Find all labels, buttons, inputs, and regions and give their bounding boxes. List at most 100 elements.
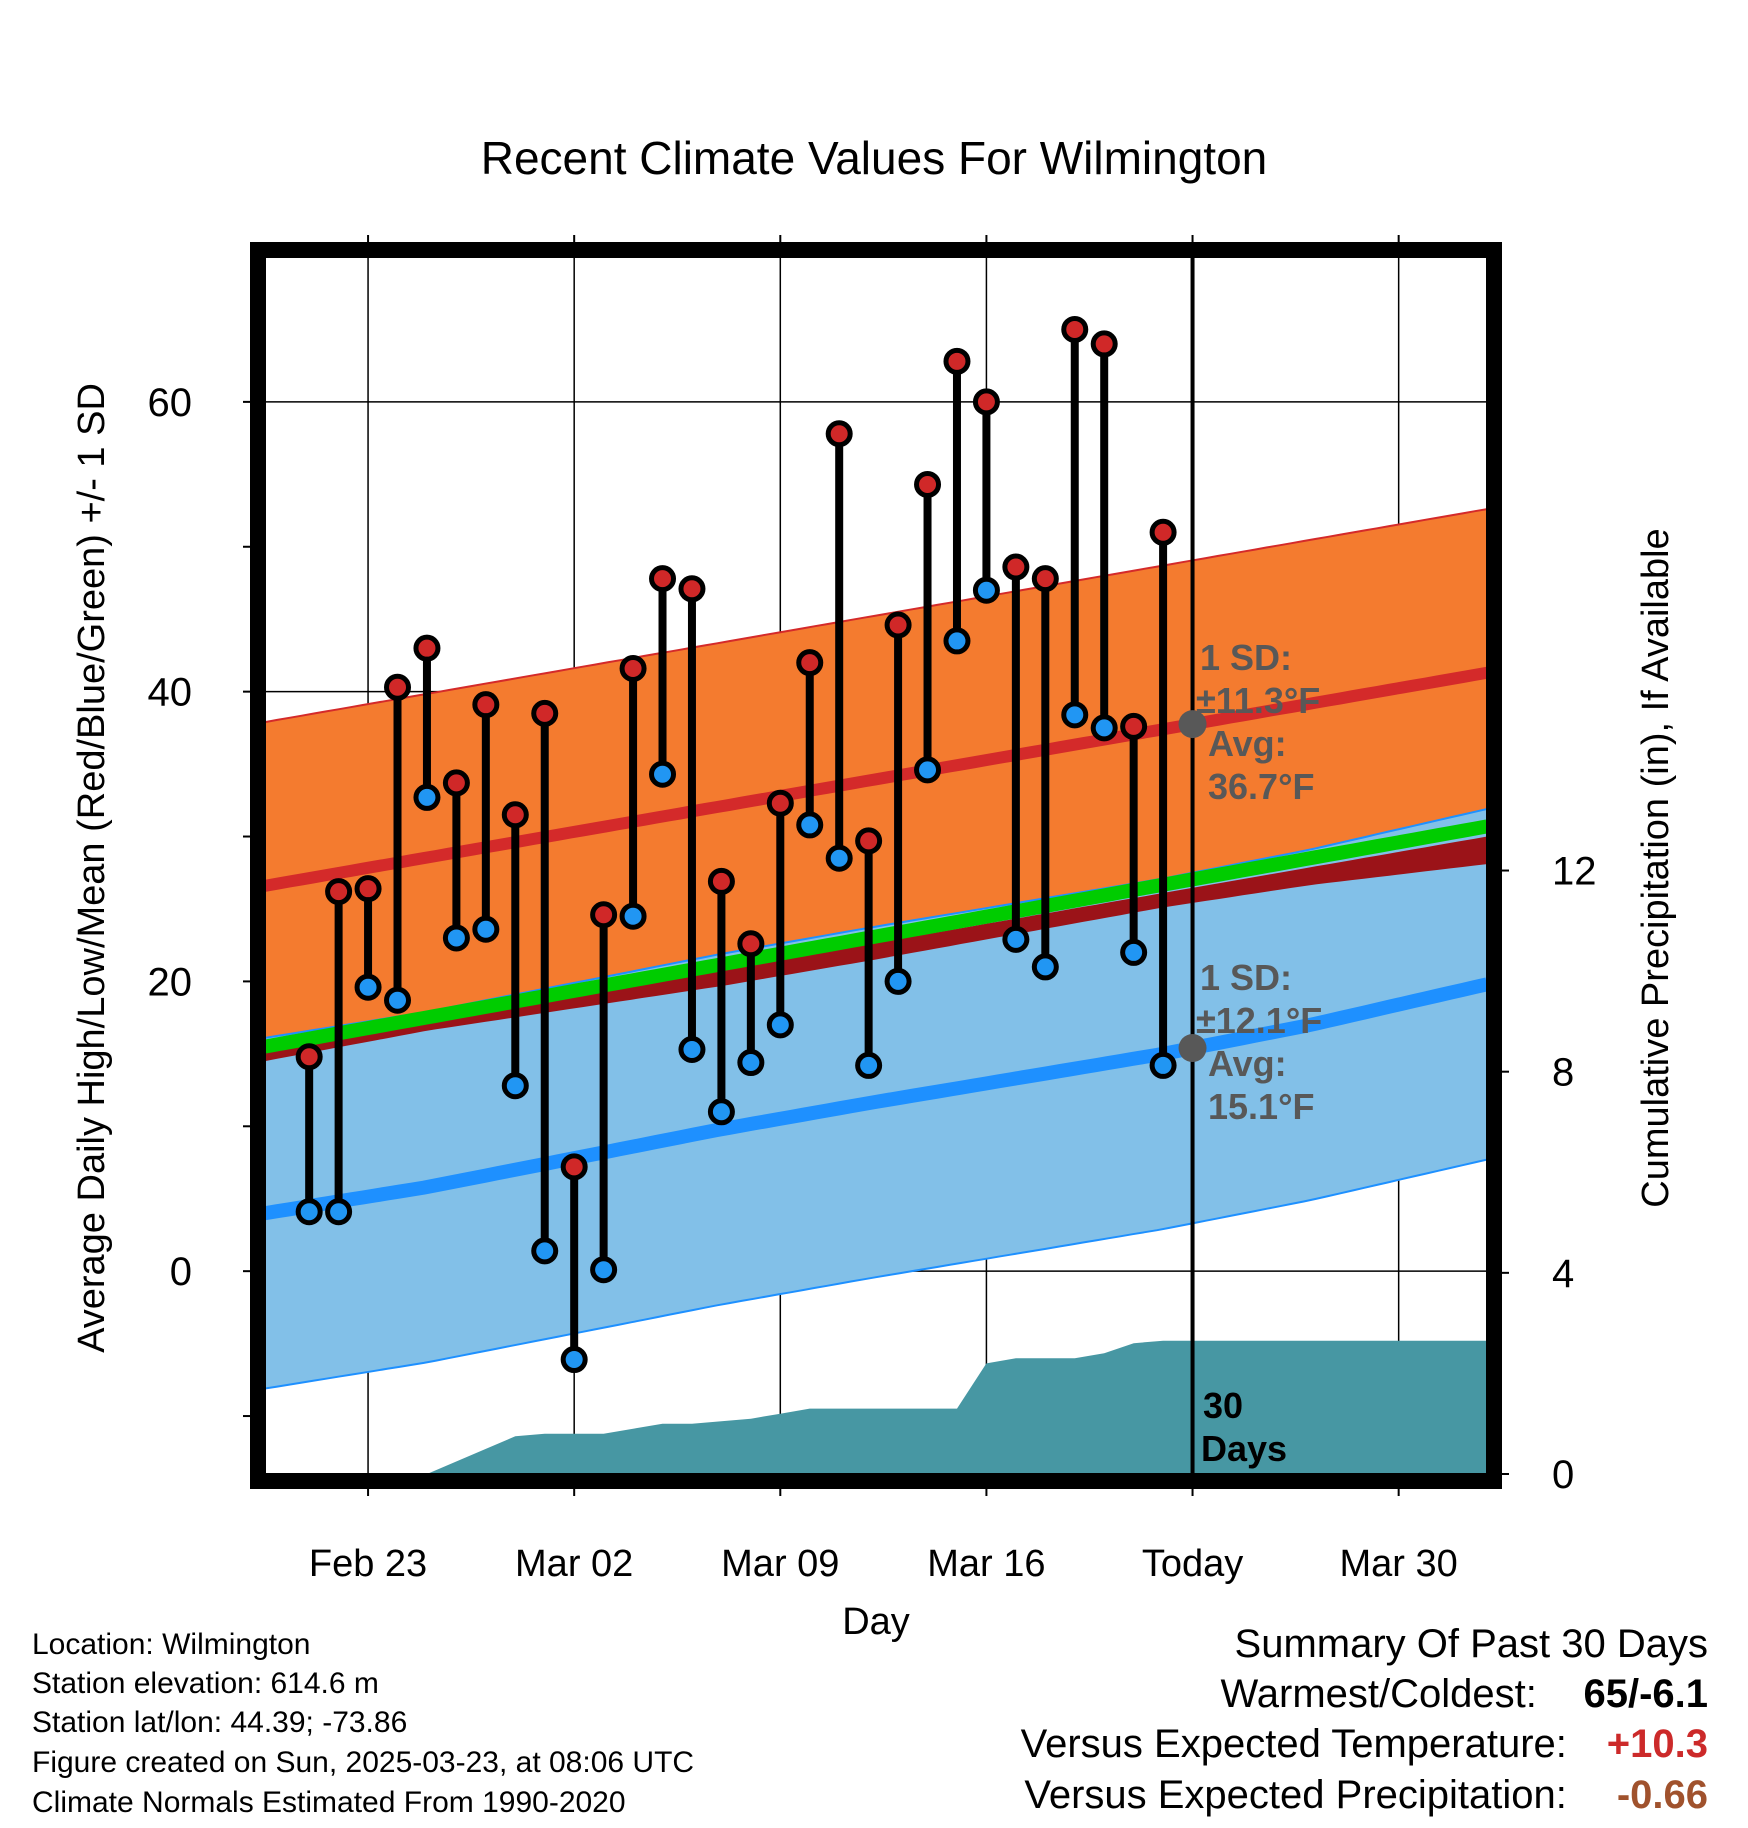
low-sd-value: ±12.1°F — [1196, 1000, 1322, 1041]
high-avg-label: Avg: — [1208, 723, 1287, 764]
daily-low-point — [472, 915, 500, 943]
daily-high-point — [442, 769, 470, 797]
summary-warmest-value: 65/-6.1 — [1583, 1672, 1708, 1716]
daily-high-point — [766, 789, 794, 817]
x-tick-label: Mar 16 — [927, 1543, 1045, 1585]
daily-high-point — [1090, 330, 1118, 358]
daily-high-point — [707, 867, 735, 895]
daily-low-point — [766, 1011, 794, 1039]
summary-temp-value: +10.3 — [1606, 1722, 1708, 1766]
y2-tick-label: 4 — [1552, 1252, 1574, 1296]
low-sd-label: 1 SD: — [1200, 957, 1292, 998]
summary-temp-label: Versus Expected Temperature: — [1020, 1722, 1567, 1766]
x-axis-label: Day — [842, 1601, 910, 1643]
low-avg-value: 15.1°F — [1208, 1086, 1314, 1127]
daily-low-point — [325, 1198, 353, 1226]
info-elevation: Station elevation: 614.6 m — [32, 1667, 379, 1700]
band-overlap — [265, 836, 1487, 1062]
daily-high-point — [678, 575, 706, 603]
window-count: 30 — [1203, 1385, 1243, 1426]
daily-high-point — [884, 611, 912, 639]
daily-observations — [295, 315, 1207, 1374]
daily-low-point — [1002, 925, 1030, 953]
daily-low-point — [413, 783, 441, 811]
x-tick-label: Mar 30 — [1340, 1543, 1458, 1585]
daily-low-point — [1061, 701, 1089, 729]
summary-precip-row: Versus Expected Precipitation: -0.66 — [1024, 1773, 1708, 1818]
daily-low-point — [678, 1035, 706, 1063]
daily-low-point — [1031, 953, 1059, 981]
normal-bands — [265, 508, 1487, 1474]
y2-tick-label: 8 — [1552, 1051, 1574, 1095]
axis-ticks: Feb 23 Mar 02 Mar 09 Mar 16 Today Mar 3002040… — [148, 235, 1597, 1585]
daily-low-point — [384, 986, 412, 1014]
normal-low-line — [265, 977, 1487, 1221]
daily-low-point — [796, 811, 824, 839]
y2-axis-label: Cumulative Precipitation (in), If Availa… — [1635, 528, 1677, 1207]
daily-high-point — [737, 930, 765, 958]
summary-precip-value: -0.66 — [1616, 1773, 1708, 1817]
normal-annotations: 1 SD: ±11.3°F Avg: 36.7°F 1 SD: ±12.1°F … — [1196, 637, 1322, 1469]
x-tick-label: Mar 09 — [721, 1543, 839, 1585]
daily-low-point — [914, 756, 942, 784]
info-normals: Climate Normals Estimated From 1990-2020 — [32, 1786, 626, 1819]
high-sd-label: 1 SD: — [1200, 637, 1292, 678]
daily-low-point — [737, 1049, 765, 1077]
daily-low-point — [501, 1072, 529, 1100]
daily-low-point — [825, 844, 853, 872]
daily-low-point — [590, 1256, 618, 1284]
daily-high-point — [796, 649, 824, 677]
daily-high-point — [1002, 553, 1030, 581]
daily-high-point — [943, 347, 971, 375]
daily-low-point — [354, 973, 382, 1001]
info-location: Location: Wilmington — [32, 1628, 311, 1661]
info-latlon: Station lat/lon: 44.39; -73.86 — [32, 1706, 408, 1739]
daily-low-point — [1090, 714, 1118, 742]
daily-low-point — [943, 627, 971, 655]
daily-low-point — [884, 967, 912, 995]
daily-high-point — [1120, 712, 1148, 740]
daily-high-point — [325, 878, 353, 906]
summary-warmest-label: Warmest/Coldest: — [1220, 1672, 1537, 1716]
daily-high-point — [619, 654, 647, 682]
high-sd-value: ±11.3°F — [1196, 680, 1320, 721]
daily-high-point — [472, 691, 500, 719]
x-tick-label: Mar 02 — [515, 1543, 633, 1585]
daily-low-point — [649, 760, 677, 788]
daily-low-point — [1149, 1051, 1177, 1079]
y2-tick-label: 12 — [1552, 850, 1597, 894]
low-avg-label: Avg: — [1208, 1043, 1287, 1084]
daily-high-point — [384, 673, 412, 701]
summary-warmest-row: Warmest/Coldest: 65/-6.1 — [1221, 1672, 1709, 1717]
daily-low-point — [707, 1098, 735, 1126]
plot-frame — [250, 242, 1502, 1489]
daily-high-point — [649, 565, 677, 593]
daily-low-point — [560, 1346, 588, 1374]
summary-title: Summary Of Past 30 Days — [1234, 1622, 1708, 1666]
normal-high-line — [265, 666, 1487, 892]
y-tick-label: 20 — [148, 960, 193, 1004]
window-unit: Days — [1201, 1428, 1287, 1469]
chart-title: Recent Climate Values For Wilmington — [481, 132, 1268, 184]
daily-high-point — [560, 1153, 588, 1181]
daily-high-point — [295, 1043, 323, 1071]
info-created: Figure created on Sun, 2025-03-23, at 08… — [32, 1746, 695, 1779]
daily-high-point — [855, 827, 883, 855]
high-avg-value: 36.7°F — [1208, 766, 1314, 807]
daily-range-stems — [305, 329, 1168, 1360]
summary-temp-row: Versus Expected Temperature: +10.3 — [1021, 1722, 1708, 1767]
y-tick-label: 60 — [148, 381, 193, 425]
daily-low-point — [295, 1198, 323, 1226]
daily-low-point — [442, 924, 470, 952]
y-axis-label: Average Daily High/Low/Mean (Red/Blue/Gr… — [71, 383, 113, 1353]
daily-high-point — [1031, 565, 1059, 593]
daily-low-point — [619, 902, 647, 930]
today-normal-low-marker — [1178, 1034, 1207, 1063]
y-tick-label: 0 — [170, 1250, 192, 1294]
summary-precip-label: Versus Expected Precipitation: — [1024, 1773, 1567, 1817]
daily-low-point — [531, 1237, 559, 1265]
daily-high-point — [590, 901, 618, 929]
precipitation-area — [427, 1340, 1487, 1474]
daily-high-point — [914, 470, 942, 498]
